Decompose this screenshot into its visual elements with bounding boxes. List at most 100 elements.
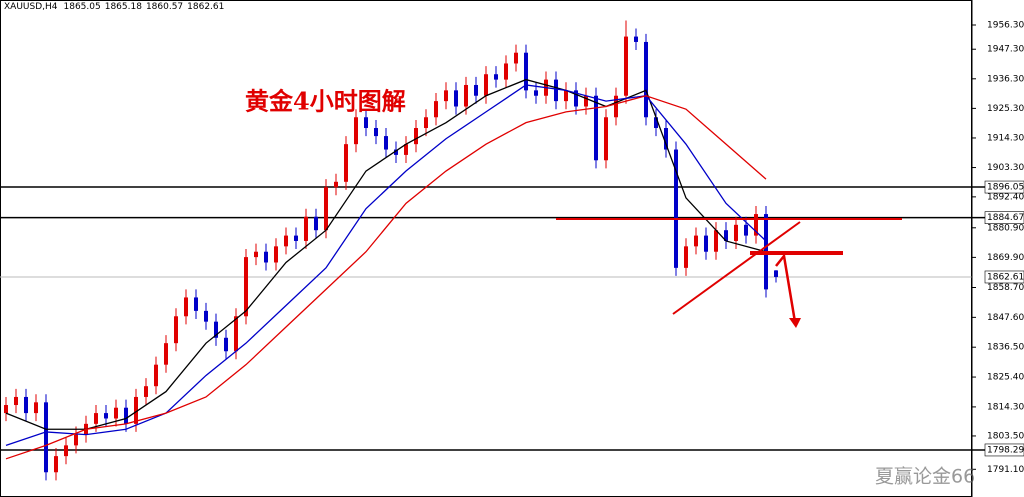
candle-body [114,407,118,419]
candle-body [414,128,418,145]
y-tick-label: 1892.40 [987,192,1024,202]
candle-body [444,90,448,102]
candle-body [14,396,18,406]
y-tick-label: 1925.30 [987,104,1024,114]
arrow-path [775,253,797,323]
candle-body [484,74,488,96]
y-tick-label: 1869.90 [987,253,1024,263]
candle-body [54,456,58,473]
candle-body [164,343,168,365]
y-tick-label: 1858.70 [987,283,1024,293]
y-tick-label: 1814.30 [987,402,1024,412]
candle-body [554,79,558,102]
candle-body [274,246,278,263]
candle-body [514,52,518,64]
candle-body [664,128,668,150]
candle-body [134,396,138,424]
candle-body [534,90,538,96]
candle-body [4,405,8,414]
candle-body [324,187,328,231]
candle-body [34,402,38,414]
candle-body [504,63,508,80]
candle-body [454,90,458,107]
candle-body [614,95,618,118]
arrow-head [789,318,801,328]
candle-body [224,337,228,352]
candle-body [604,117,608,161]
candle-body [284,235,288,247]
candle-body [234,316,238,352]
candle-body [424,117,428,129]
y-tick-label: 1836.50 [987,343,1024,353]
candle-body [654,117,658,129]
candle-body [384,136,388,150]
candle-body [184,297,188,317]
header: XAUUSD,H4 1865.05 1865.18 1860.57 1862.61 [4,2,224,12]
candle-body [214,321,218,338]
candle-body [44,402,48,473]
y-tick-label: 1956.30 [987,21,1024,31]
candle-body [24,396,28,414]
candle-body [264,251,268,263]
candle-body [464,84,468,107]
candle-body [494,74,498,80]
candle-body [344,144,348,182]
candle-body [374,128,378,137]
candle-body [574,90,578,107]
candle-body [154,364,158,387]
candle-body [64,445,68,457]
price-box [984,270,1024,284]
y-tick-label: 1903.30 [987,163,1024,173]
price-box-label: 1884.67 [987,213,1024,223]
candle-body [734,224,738,241]
candle-body [334,181,338,188]
price-box-label: 1896.05 [987,183,1024,193]
candle-body [694,235,698,247]
candle-body [644,41,648,118]
candle-body [744,224,748,236]
chart-title: 黄金4小时图解 [245,87,406,116]
drawings [556,218,902,328]
candle-body [634,36,638,42]
candle-body [584,95,588,107]
y-tick-label: 1803.50 [987,431,1024,441]
moving-average [5,78,767,430]
candle-body [524,52,528,91]
candle-body [124,407,128,424]
candle-body [474,84,478,96]
candle-body [714,230,718,252]
candle-body [314,216,318,231]
candle-body [434,101,438,118]
candle-body [754,214,758,236]
candle-body [174,316,178,344]
price-box-label: 1798.29 [987,445,1024,455]
candle-body [294,235,298,241]
price-box [984,180,1024,194]
candle-body [564,90,568,102]
candle-body [354,117,358,145]
candle-body [724,230,728,241]
price-box-label: 1862.61 [987,272,1024,282]
y-tick-label: 1914.30 [987,133,1024,143]
moving-average [5,95,767,460]
header-low: 1860.57 [146,2,183,12]
watermark: 夏赢论金66 [875,466,975,488]
y-tick-label: 1880.90 [987,223,1024,233]
y-tick-label: 1791.10 [987,465,1024,475]
y-tick-label: 1847.60 [987,313,1024,323]
candle-body [404,144,408,155]
candle-body [244,257,248,317]
header-open: 1865.05 [64,2,101,12]
candle-body [594,95,598,161]
y-tick-label: 1947.30 [987,45,1024,55]
candle-body [74,434,78,446]
header-high: 1865.18 [105,2,142,12]
price-box [984,443,1024,457]
candle-body [254,251,258,258]
candle-body [774,270,778,277]
candle-body [684,246,688,268]
grid-layer [0,24,1024,470]
candle-body [304,216,308,241]
candle-body [94,413,98,424]
